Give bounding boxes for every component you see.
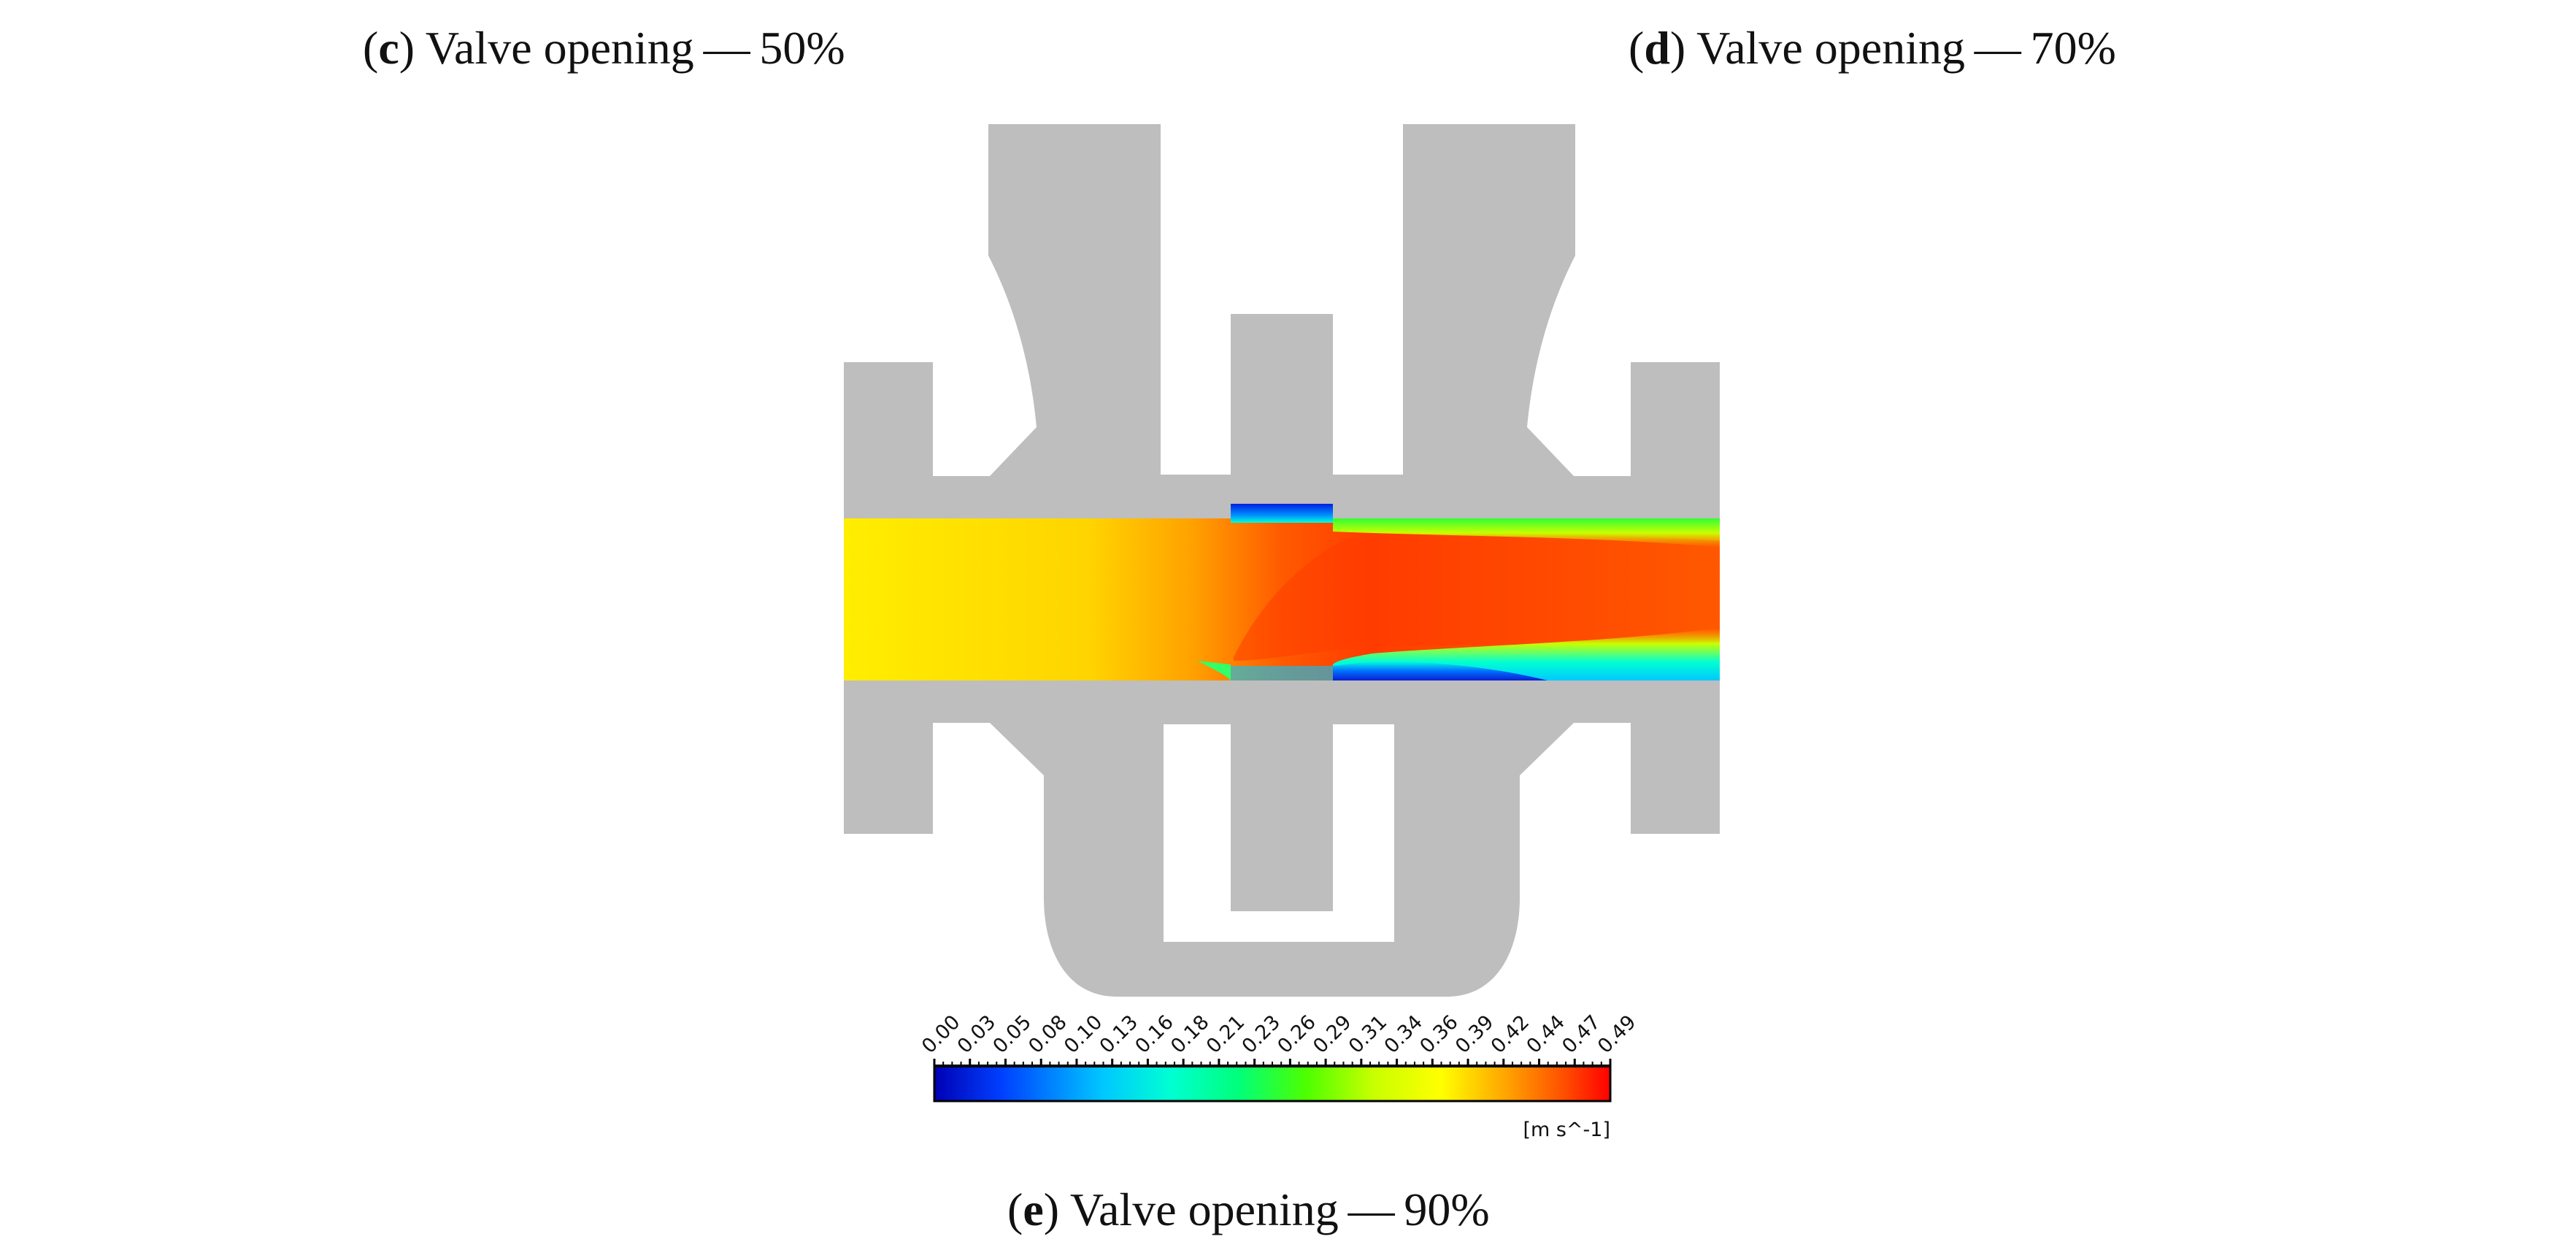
colorbar-tick-label: 0.49 — [1593, 1011, 1640, 1058]
valve-stem — [1231, 314, 1333, 504]
colorbar-tick-label: 0.21 — [1202, 1011, 1249, 1058]
colorbar-tick-label: 0.26 — [1273, 1011, 1320, 1058]
colorbar-tick-label: 0.34 — [1380, 1011, 1427, 1058]
jet-core — [1234, 526, 1720, 661]
upper-left-leg — [933, 124, 1161, 476]
seat-step-tr — [1333, 475, 1403, 496]
colorbar-ticks: 0.000.030.050.080.100.130.160.180.210.23… — [918, 1011, 1640, 1066]
colorbar-tick-label: 0.10 — [1060, 1011, 1107, 1058]
valve-stem-lower — [1231, 701, 1333, 911]
colorbar-tick-label: 0.29 — [1309, 1011, 1356, 1058]
colorbar-tick-label: 0.16 — [1131, 1011, 1177, 1058]
seat-step-br — [1333, 701, 1403, 724]
lower-yoke — [933, 723, 1631, 997]
colorbar-tick-label: 0.39 — [1451, 1011, 1498, 1058]
colorbar-tick-label: 0.47 — [1558, 1011, 1604, 1058]
caption-d: (d) Valve opening — 70% — [1629, 22, 2116, 74]
recirculation-zone — [1333, 661, 1547, 680]
caption-e: (e) Valve opening — 90% — [1007, 1184, 1490, 1235]
colorbar-tick-label: 0.36 — [1415, 1011, 1462, 1058]
top-wall-layer — [1333, 518, 1720, 548]
upper-right-leg — [1403, 124, 1575, 476]
colorbar-ramp — [933, 1065, 1612, 1103]
colorbar: 0.000.030.050.080.100.130.160.180.210.23… — [918, 1011, 1640, 1141]
stem-upstream-edge — [1197, 661, 1231, 680]
colorbar-tick-label: 0.42 — [1487, 1011, 1534, 1058]
velocity-field — [844, 504, 1720, 680]
seat-step-bl — [1161, 701, 1231, 724]
seat-step-tl — [1161, 475, 1231, 496]
colorbar-tick-label: 0.13 — [1096, 1011, 1142, 1058]
colorbar-tick-label: 0.44 — [1523, 1011, 1569, 1058]
caption-c: (c) Valve opening — 50% — [363, 22, 845, 74]
stem-gap-top — [1231, 504, 1333, 523]
colorbar-tick-label: 0.03 — [953, 1011, 1000, 1058]
colorbar-unit: [m s^-1] — [1523, 1119, 1610, 1141]
colorbar-tick-label: 0.08 — [1024, 1011, 1071, 1058]
stem-gap-bottom — [1231, 666, 1333, 680]
colorbar-tick-label: 0.23 — [1238, 1011, 1285, 1058]
colorbar-tick-label: 0.31 — [1345, 1011, 1391, 1058]
valve-body — [844, 124, 1720, 997]
colorbar-tick-label: 0.05 — [989, 1011, 1036, 1058]
colorbar-tick-label: 0.00 — [918, 1011, 964, 1058]
colorbar-tick-label: 0.18 — [1166, 1011, 1213, 1058]
